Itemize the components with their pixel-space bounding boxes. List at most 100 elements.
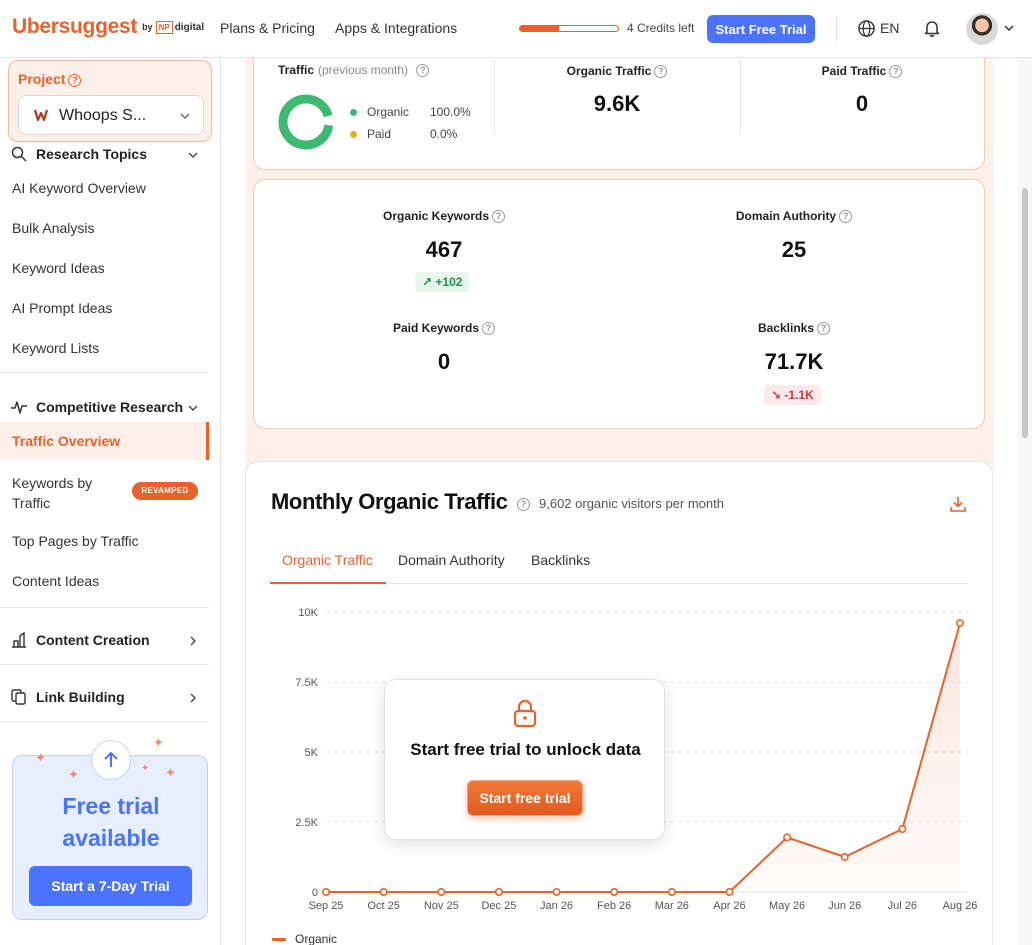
y-tick-label: 0 — [312, 887, 318, 899]
x-tick-label: Apr 26 — [713, 900, 745, 912]
free-trial-promo: ✦ ✦ ✦ ✦ ✦ Free trial available Start a 7… — [12, 736, 209, 920]
sidebar-divider — [0, 372, 209, 373]
sidebar-section-content-creation[interactable]: Content Creation — [10, 631, 150, 649]
paid-traffic-label-text: Paid Traffic — [821, 64, 887, 78]
project-favicon-icon — [33, 108, 49, 122]
logo[interactable]: Ubersuggest by NP digital — [12, 15, 204, 39]
paid-traffic-value: 0 — [855, 91, 869, 116]
paid-keywords-label: Paid Keywords? — [344, 321, 544, 336]
data-point — [494, 887, 503, 896]
legend-paid-name: Paid — [367, 127, 392, 141]
main-content: Traffic (previous month) ? Organic 100.0%… — [221, 58, 1018, 945]
chart-subtitle: 9,602 organic visitors per month — [539, 496, 724, 511]
download-icon[interactable] — [949, 495, 967, 513]
sidebar-item-ai-keyword-overview[interactable]: AI Keyword Overview — [12, 180, 146, 196]
sidebar-item-top-pages-by-traffic[interactable]: Top Pages by Traffic — [12, 533, 139, 549]
sidebar-item-keywords-by-traffic[interactable]: Keywords by Traffic — [12, 475, 93, 511]
paid-share: 0.0% — [430, 127, 458, 141]
organic-keywords-change-text: +102 — [435, 275, 463, 289]
help-icon[interactable]: ? — [416, 64, 430, 78]
x-tick-label: Nov 25 — [424, 900, 459, 912]
chevron-right-icon[interactable] — [187, 635, 199, 647]
organic-keywords-label: Organic Keywords? — [344, 209, 544, 224]
help-icon[interactable]: ? — [839, 210, 853, 224]
sidebar-item-content-ideas[interactable]: Content Ideas — [12, 573, 100, 589]
sidebar-item-traffic-overview[interactable]: Traffic Overview — [0, 422, 209, 460]
help-icon[interactable]: ? — [517, 498, 530, 511]
header-divider — [836, 16, 837, 42]
sidebar-section-label: Competitive Research — [36, 399, 184, 415]
backlinks-label: Backlinks? — [694, 321, 894, 336]
pulse-icon — [11, 401, 27, 414]
active-tab-underline — [270, 582, 386, 584]
tab-backlinks[interactable]: Backlinks — [531, 552, 591, 568]
revamped-badge: REVAMPED — [132, 482, 198, 500]
chart-legend: Organic — [272, 932, 337, 945]
sidebar-section-link-building[interactable]: Link Building — [10, 688, 125, 706]
chevron-right-icon[interactable] — [187, 692, 199, 704]
sidebar-item-ai-prompt-ideas[interactable]: AI Prompt Ideas — [12, 300, 113, 316]
help-icon[interactable]: ? — [68, 73, 82, 87]
sidebar-item-keyword-lists[interactable]: Keyword Lists — [12, 340, 100, 356]
divider — [740, 59, 741, 134]
sidebar-item-keyword-ideas[interactable]: Keyword Ideas — [12, 260, 105, 276]
help-icon[interactable]: ? — [654, 65, 668, 79]
globe-icon[interactable] — [857, 19, 876, 38]
sparkle-icon: ✦ — [35, 750, 46, 765]
help-icon[interactable]: ? — [889, 65, 903, 79]
sidebar-divider — [0, 721, 209, 722]
x-tick-label: Jan 26 — [540, 900, 573, 912]
traffic-sub: (previous month) — [318, 63, 409, 77]
start-7-day-trial-button[interactable]: Start a 7-Day Trial — [29, 866, 192, 906]
trend-up-icon: ↗ — [422, 275, 433, 289]
nav-plans-pricing[interactable]: Plans & Pricing — [220, 20, 315, 36]
sidebar-item-bulk-analysis[interactable]: Bulk Analysis — [12, 220, 95, 236]
y-tick-label: 5K — [305, 747, 319, 759]
data-point — [840, 852, 849, 861]
language-selector[interactable]: EN — [880, 20, 900, 36]
logo-text: Ubersuggest — [12, 15, 138, 38]
help-icon[interactable]: ? — [482, 322, 496, 336]
backlinks-change: ↘ -1.1K — [764, 385, 821, 405]
avatar[interactable] — [966, 13, 998, 45]
organic-keywords-value: 467 — [425, 237, 463, 262]
traffic-summary-card: Traffic (previous month) ? Organic 100.0%… — [253, 58, 985, 170]
traffic-title: Traffic (previous month) ? — [278, 63, 430, 78]
help-icon[interactable]: ? — [817, 322, 831, 336]
data-point — [955, 619, 964, 628]
data-point — [783, 833, 792, 842]
x-tick-label: Aug 26 — [943, 900, 978, 912]
x-tick-label: Sep 25 — [309, 900, 344, 912]
paid-traffic-label: Paid Traffic? — [762, 64, 962, 79]
sidebar: Research Topics Project? Whoops S... AI … — [0, 58, 221, 945]
chevron-down-icon — [180, 113, 190, 119]
bell-icon[interactable] — [922, 18, 942, 38]
start-free-trial-button[interactable]: Start Free Trial — [707, 15, 815, 43]
paid-keywords-label-text: Paid Keywords — [392, 321, 480, 335]
tab-domain-authority[interactable]: Domain Authority — [398, 552, 505, 568]
chevron-down-icon[interactable] — [187, 149, 199, 161]
chevron-down-icon[interactable] — [187, 402, 199, 414]
promo-title: Free trial available — [13, 790, 209, 854]
keywords-summary-card: Organic Keywords? 467 ↗ +102 Domain Auth… — [253, 179, 985, 429]
data-point — [552, 887, 561, 896]
promo-title-text: Free trial available — [62, 793, 160, 851]
help-icon[interactable]: ? — [492, 210, 506, 224]
organic-traffic-label-text: Organic Traffic — [566, 64, 652, 78]
x-tick-label: Mar 26 — [655, 900, 689, 912]
tab-organic-traffic[interactable]: Organic Traffic — [282, 552, 373, 568]
paid-keywords-value: 0 — [437, 349, 451, 374]
sparkle-icon: ✦ — [153, 735, 164, 750]
chevron-down-icon[interactable] — [1003, 22, 1015, 34]
series-line-organic — [326, 622, 961, 893]
data-point — [379, 887, 388, 896]
sidebar-section-research-topics[interactable]: Research Topics — [10, 145, 147, 163]
start-free-trial-unlock-button[interactable]: Start free trial — [467, 780, 583, 816]
scrollbar-thumb[interactable] — [1022, 188, 1028, 438]
sidebar-section-competitive-research[interactable]: Competitive Research — [10, 398, 183, 416]
organic-traffic-value: 9.6K — [593, 91, 641, 116]
scrollbar[interactable] — [1018, 58, 1032, 945]
project-select[interactable]: Whoops S... — [18, 95, 204, 135]
monthly-organic-traffic-card: Monthly Organic Traffic ? 9,602 organic … — [245, 461, 993, 945]
nav-apps-integrations[interactable]: Apps & Integrations — [335, 20, 458, 36]
